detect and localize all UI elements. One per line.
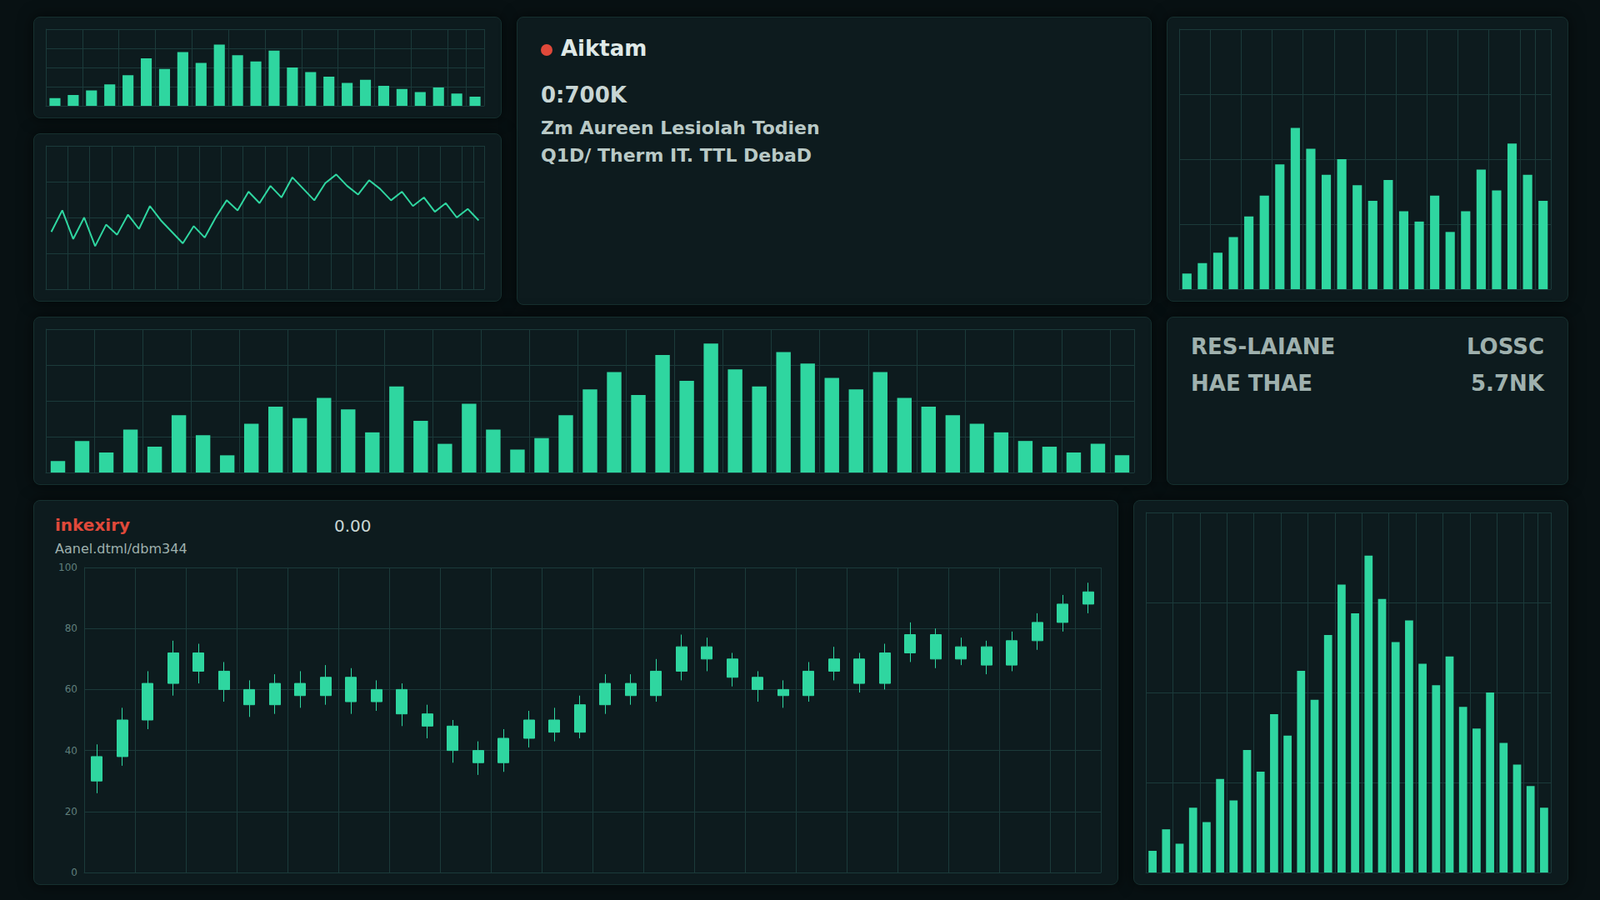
html-text:HAE THAE: HAE THAE (1190, 370, 1313, 396)
svg-text:40: 40 (65, 745, 78, 757)
svg-text:100: 100 (58, 561, 78, 574)
svg-text:80: 80 (65, 622, 78, 635)
svg-text:inkexiry: inkexiry (55, 515, 130, 535)
svg-text:0: 0 (70, 866, 78, 879)
svg-text:0.00: 0.00 (334, 515, 372, 536)
html-text:Zm Aureen Lesiolah Todien: Zm Aureen Lesiolah Todien (540, 117, 820, 139)
html-text:LOSSC: LOSSC (1466, 334, 1545, 360)
svg-text:Aanel.dtml/dbm344: Aanel.dtml/dbm344 (55, 540, 188, 557)
html-text:RES-LAIANE: RES-LAIANE (1190, 334, 1336, 360)
svg-text:60: 60 (65, 683, 78, 695)
html-text:Aiktam: Aiktam (560, 35, 647, 61)
html-text:Q1D/ Therm IT. TTL DebaD: Q1D/ Therm IT. TTL DebaD (540, 145, 812, 166)
svg-text:20: 20 (65, 805, 78, 818)
html-text:5.7NK: 5.7NK (1470, 370, 1545, 396)
html-text:0:700K: 0:700K (540, 82, 627, 108)
